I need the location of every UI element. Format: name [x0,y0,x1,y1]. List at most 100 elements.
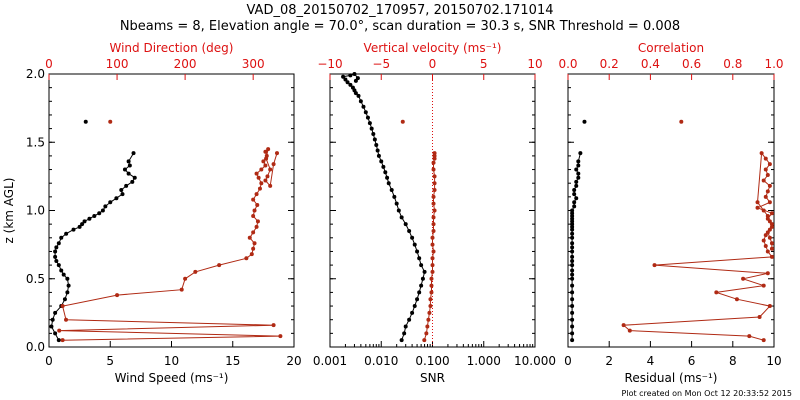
data-point-vertical-velocity [431,228,436,233]
data-point-snr [367,121,372,126]
data-point-snr [363,110,368,115]
data-point-snr [403,222,408,227]
data-point-snr [375,148,380,153]
x-bottom-axis-label: Residual (ms⁻¹) [625,371,718,385]
data-point-residual [572,204,577,209]
data-point-wind-speed [100,208,105,213]
x-bottom-tick-label: 0.001 [313,354,347,368]
data-point-residual [570,290,575,295]
data-point-wind-speed [119,188,124,193]
data-point-vertical-velocity [431,201,436,206]
data-point-wind-speed [124,183,129,188]
y-tick-label: 1.0 [26,204,45,218]
data-point-vertical-velocity [431,194,436,199]
data-point-wind-direction [271,323,276,328]
data-point-snr [412,304,417,309]
data-point-vertical-velocity [430,256,435,261]
data-point-wind-speed [114,196,119,201]
data-point-snr [399,215,404,220]
data-point-correlation [763,194,768,199]
data-point-residual [570,249,575,254]
data-point-wind-direction [264,156,269,161]
data-point-correlation [761,238,766,243]
data-point-wind-direction [108,119,113,124]
x-bottom-tick-label: 10 [766,354,781,368]
data-point-wind-speed [131,151,136,156]
data-point-correlation [747,334,752,339]
data-point-residual [570,263,575,268]
data-point-residual [582,119,587,124]
data-point-vertical-velocity [432,151,437,156]
data-point-wind-speed [87,216,92,221]
data-point-residual [570,231,575,236]
data-point-residual [570,208,575,213]
x-top-tick-label: 0.4 [641,57,660,71]
panel-residual [567,73,775,348]
data-point-residual [570,283,575,288]
data-point-wind-direction [252,241,257,246]
data-point-correlation [767,183,772,188]
data-point-wind-speed [53,254,58,259]
data-point-wind-direction [263,149,268,154]
x-top-tick-label: 0.0 [558,57,577,71]
data-point-wind-direction [193,269,198,274]
data-point-wind-speed [108,200,113,205]
data-point-correlation [767,304,772,309]
data-point-correlation [759,151,764,156]
data-point-snr [407,317,412,322]
data-point-wind-speed [92,213,97,218]
data-point-wind-direction [183,276,188,281]
data-point-correlation [714,290,719,295]
data-point-wind-direction [251,246,256,251]
data-point-correlation [761,178,766,183]
data-point-wind-direction [115,293,120,298]
data-point-vertical-velocity [429,290,434,295]
data-point-residual [570,254,575,259]
data-point-snr [350,85,355,90]
data-point-snr [419,263,424,268]
data-point-snr [353,78,358,83]
x-top-tick-label: 200 [174,57,197,71]
data-point-residual [574,179,579,184]
data-point-correlation [627,328,632,333]
data-point-snr [371,132,376,137]
data-point-residual [576,175,581,180]
data-point-residual [570,235,575,240]
data-point-wind-direction [60,338,65,343]
data-point-snr [402,331,407,336]
data-point-wind-direction [251,213,256,218]
x-bottom-tick-label: 0 [564,354,572,368]
data-point-snr [422,269,427,274]
data-point-vertical-velocity [431,167,436,172]
data-point-correlation [763,167,768,172]
data-point-snr [381,164,386,169]
data-point-snr [394,201,399,206]
data-point-snr [386,181,391,186]
data-point-correlation [757,314,762,319]
data-point-vertical-velocity [432,208,437,213]
data-point-vertical-velocity [431,160,436,165]
data-point-snr [417,290,422,295]
data-point-wind-speed [50,317,55,322]
data-point-wind-direction [268,183,273,188]
data-point-snr [407,228,412,233]
data-point-correlation [765,213,770,218]
data-point-snr [392,194,397,199]
data-point-correlation [755,200,760,205]
x-top-tick-label: 300 [242,57,265,71]
x-bottom-tick-label: 1.000 [467,354,501,368]
data-point-correlation [734,297,739,302]
data-point-wind-direction [266,147,271,152]
x-bottom-tick-label: 5 [106,354,114,368]
data-point-snr [343,77,348,82]
x-top-tick-label: 10 [527,57,542,71]
data-point-snr [341,74,346,79]
data-point-correlation [767,162,772,167]
y-tick-label: 1.5 [26,135,45,149]
data-point-vertical-velocity [432,188,437,193]
data-point-correlation [765,271,770,276]
data-point-correlation [769,254,774,259]
data-point-residual [576,171,581,176]
x-bottom-tick-label: 6 [688,354,696,368]
